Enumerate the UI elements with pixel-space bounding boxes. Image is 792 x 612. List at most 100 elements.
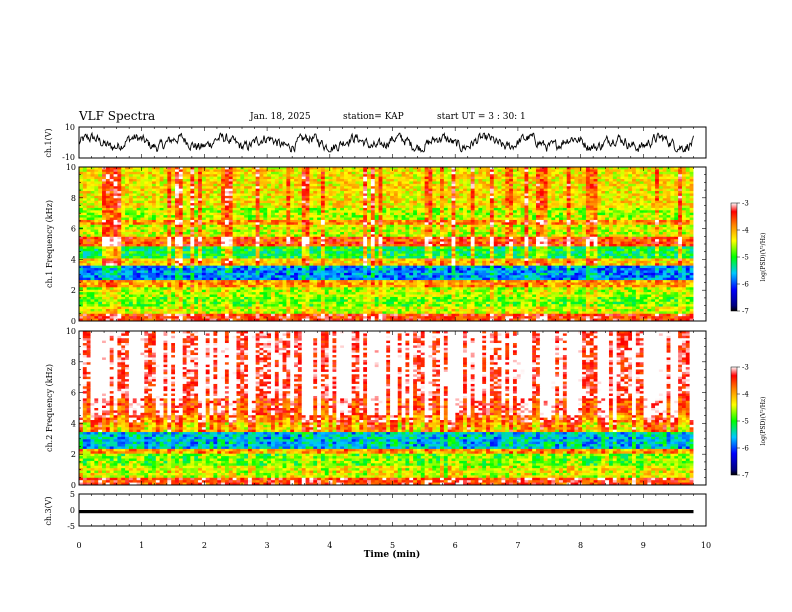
spectrogram-cell bbox=[509, 237, 513, 240]
spectrogram-cell bbox=[555, 225, 559, 228]
spectrogram-cell bbox=[428, 206, 432, 209]
spectrogram-cell bbox=[655, 184, 659, 187]
spectrogram-cell bbox=[286, 169, 290, 172]
spectrogram-cell bbox=[521, 203, 525, 206]
spectrogram-cell bbox=[632, 227, 636, 230]
spectrogram-cell bbox=[283, 237, 287, 240]
spectrogram-cell bbox=[267, 206, 271, 209]
spectrogram-cell bbox=[655, 177, 659, 180]
spectrogram-cell bbox=[171, 222, 175, 225]
spectrogram-cell bbox=[555, 227, 559, 230]
spectrogram-cell bbox=[501, 174, 505, 177]
spectrogram-cell bbox=[352, 181, 356, 184]
spectrogram-cell bbox=[179, 232, 183, 235]
spectrogram-cell bbox=[578, 198, 582, 201]
spectrogram-cell bbox=[83, 213, 87, 216]
spectrogram-cell bbox=[601, 184, 605, 187]
spectrogram-cell bbox=[594, 232, 598, 235]
spectrogram-cell bbox=[348, 184, 352, 187]
spectrogram-cell bbox=[240, 213, 244, 216]
spectrogram-cell bbox=[175, 225, 179, 228]
spectrogram-cell bbox=[137, 210, 141, 213]
spectrogram-cell bbox=[686, 234, 690, 237]
spectrogram-cell bbox=[363, 172, 367, 175]
spectrogram-cell bbox=[651, 208, 655, 211]
spectrogram-cell bbox=[590, 172, 594, 175]
spectrogram-cell bbox=[540, 191, 544, 194]
spectrogram-cell bbox=[217, 196, 221, 199]
spectrogram-cell bbox=[183, 198, 187, 201]
spectrogram-cell bbox=[409, 220, 413, 223]
spectrogram-cell bbox=[309, 227, 313, 230]
spectrogram-cell bbox=[490, 210, 494, 213]
spectrogram-cell bbox=[294, 191, 298, 194]
spectrogram-cell bbox=[624, 196, 628, 199]
spectrogram-cell bbox=[267, 234, 271, 237]
spectrogram-cell bbox=[363, 222, 367, 225]
spectrogram-cell bbox=[601, 198, 605, 201]
spectrogram-cell bbox=[670, 215, 674, 218]
spectrogram-cell bbox=[382, 230, 386, 233]
spectrogram-cell bbox=[210, 174, 214, 177]
spectrogram-cell bbox=[425, 174, 429, 177]
spectrogram-cell bbox=[509, 196, 513, 199]
spectrogram-cell bbox=[356, 213, 360, 216]
spectrogram-cell bbox=[110, 210, 114, 213]
spectrogram-cell bbox=[536, 169, 540, 172]
spectrogram-cell bbox=[467, 169, 471, 172]
spectrogram-cell bbox=[555, 220, 559, 223]
spectrogram-cell bbox=[559, 234, 563, 237]
spectrogram-cell bbox=[252, 220, 256, 223]
spectrogram-cell bbox=[179, 198, 183, 201]
spectrogram-cell bbox=[306, 169, 310, 172]
spectrogram-cell bbox=[332, 186, 336, 189]
spectrogram-cell bbox=[144, 186, 148, 189]
spectrogram-cell bbox=[559, 172, 563, 175]
spectrogram-cell bbox=[605, 186, 609, 189]
spectrogram-cell bbox=[586, 196, 590, 199]
spectrogram-cell bbox=[279, 206, 283, 209]
spectrogram-cell bbox=[432, 220, 436, 223]
spectrogram-cell bbox=[271, 237, 275, 240]
spectrogram-cell bbox=[632, 189, 636, 192]
spectrogram-cell bbox=[636, 234, 640, 237]
spectrogram-cell bbox=[129, 198, 133, 201]
spectrogram-cell bbox=[313, 213, 317, 216]
spectrogram-cell bbox=[640, 232, 644, 235]
spectrogram-cell bbox=[252, 232, 256, 235]
spectrogram-cell bbox=[667, 179, 671, 182]
spectrogram-cell bbox=[321, 213, 325, 216]
spectrogram-cell bbox=[148, 237, 152, 240]
spectrogram-cell bbox=[79, 179, 83, 182]
spectrogram-cell bbox=[263, 198, 267, 201]
spectrogram-cell bbox=[486, 206, 490, 209]
spectrogram-cell bbox=[98, 193, 102, 196]
spectrogram-cell bbox=[225, 225, 229, 228]
spectrogram-cell bbox=[475, 208, 479, 211]
spectrogram-cell bbox=[336, 184, 340, 187]
spectrogram-cell bbox=[271, 186, 275, 189]
spectrogram-cell bbox=[536, 208, 540, 211]
spectrogram-cell bbox=[544, 186, 548, 189]
spectrogram-cell bbox=[563, 184, 567, 187]
spectrogram-cell bbox=[83, 230, 87, 233]
spectrogram-cell bbox=[571, 232, 575, 235]
spectrogram-cell bbox=[490, 208, 494, 211]
spectrogram-cell bbox=[636, 177, 640, 180]
spectrogram-cell bbox=[690, 206, 694, 209]
spectrogram-cell bbox=[121, 189, 125, 192]
spectrogram-cell bbox=[398, 174, 402, 177]
spectrogram-cell bbox=[129, 222, 133, 225]
spectrogram-cell bbox=[417, 208, 421, 211]
spectrogram-cell bbox=[121, 239, 125, 242]
spectrogram-cell bbox=[452, 177, 456, 180]
spectrogram-cell bbox=[167, 172, 171, 175]
spectrogram-cell bbox=[286, 193, 290, 196]
spectrogram-cell bbox=[248, 239, 252, 242]
spectrogram-cell bbox=[379, 189, 383, 192]
spectrogram-cell bbox=[440, 201, 444, 204]
spectrogram-cell bbox=[398, 230, 402, 233]
spectrogram-cell bbox=[428, 174, 432, 177]
spectrogram-cell bbox=[394, 230, 398, 233]
spectrogram-cell bbox=[236, 201, 240, 204]
